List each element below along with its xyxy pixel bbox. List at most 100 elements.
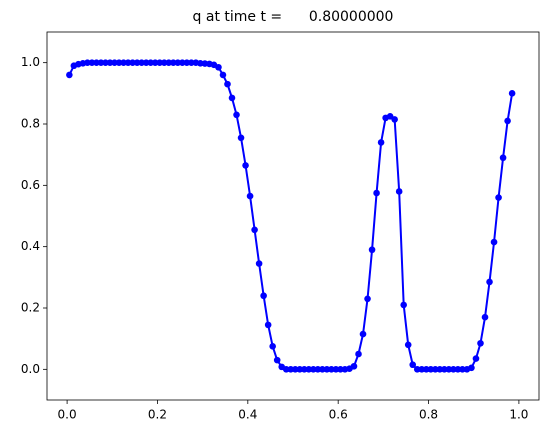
data-point bbox=[129, 59, 136, 66]
data-point bbox=[269, 343, 276, 350]
data-point bbox=[432, 366, 439, 373]
data-point bbox=[350, 362, 358, 370]
data-point bbox=[264, 321, 272, 329]
data-point bbox=[441, 366, 448, 373]
data-point bbox=[183, 59, 191, 66]
data-point bbox=[179, 59, 186, 66]
data-point bbox=[359, 330, 367, 338]
data-point bbox=[147, 59, 154, 66]
data-point bbox=[490, 238, 498, 246]
data-point bbox=[156, 59, 164, 66]
data-point bbox=[260, 292, 267, 300]
data-point bbox=[219, 71, 227, 79]
y-tick-label: 0.0 bbox=[21, 362, 40, 376]
data-point bbox=[368, 246, 376, 254]
data-point bbox=[427, 366, 435, 373]
data-point bbox=[88, 59, 96, 66]
x-tick-label: 0.8 bbox=[419, 408, 438, 422]
data-point bbox=[436, 366, 444, 373]
data-point bbox=[251, 226, 258, 234]
y-tick-label: 0.8 bbox=[21, 117, 40, 131]
data-point bbox=[319, 366, 326, 373]
data-point bbox=[337, 366, 344, 373]
x-tick-label: 0.4 bbox=[238, 408, 257, 422]
data-point bbox=[133, 59, 141, 66]
data-point bbox=[102, 59, 109, 66]
y-tick-label: 0.6 bbox=[21, 178, 40, 192]
data-point bbox=[233, 111, 240, 119]
data-point bbox=[364, 295, 371, 303]
data-point bbox=[287, 366, 295, 373]
data-point bbox=[508, 90, 516, 97]
data-point bbox=[409, 361, 417, 369]
data-point bbox=[400, 301, 407, 309]
x-tick-label: 0.2 bbox=[148, 408, 167, 422]
data-point bbox=[142, 59, 150, 66]
data-point bbox=[291, 366, 299, 373]
data-point bbox=[215, 63, 222, 71]
data-point bbox=[468, 364, 475, 372]
data-point bbox=[228, 94, 236, 102]
data-point bbox=[391, 116, 398, 123]
data-point bbox=[454, 366, 462, 373]
data-point bbox=[255, 260, 263, 267]
data-point bbox=[422, 366, 430, 373]
data-point bbox=[310, 366, 317, 373]
data-point bbox=[504, 117, 511, 125]
data-point bbox=[404, 341, 412, 349]
data-point bbox=[323, 366, 331, 373]
data-point bbox=[242, 162, 249, 169]
data-point bbox=[332, 366, 340, 373]
chart-title: q at time t = 0.80000000 bbox=[193, 9, 394, 25]
data-point bbox=[459, 366, 466, 373]
data-point bbox=[296, 366, 304, 373]
data-point bbox=[97, 59, 105, 66]
data-point bbox=[160, 59, 168, 66]
data-point bbox=[237, 134, 245, 142]
data-point bbox=[151, 59, 159, 66]
y-tick-label: 0.2 bbox=[21, 301, 40, 315]
data-point bbox=[395, 188, 403, 195]
data-line bbox=[68, 61, 514, 371]
plot-frame bbox=[46, 31, 540, 401]
data-point bbox=[413, 366, 421, 373]
data-point bbox=[373, 189, 380, 197]
data-point bbox=[124, 59, 132, 66]
data-point bbox=[305, 366, 313, 373]
data-point bbox=[174, 59, 182, 66]
data-point bbox=[499, 154, 507, 162]
data-point bbox=[120, 59, 127, 66]
x-tick-label: 0.0 bbox=[58, 408, 77, 422]
data-point bbox=[377, 139, 385, 146]
data-point bbox=[106, 59, 114, 66]
data-point bbox=[188, 59, 195, 66]
data-point bbox=[481, 313, 489, 321]
data-point bbox=[445, 366, 453, 373]
data-point bbox=[273, 356, 281, 364]
data-point bbox=[450, 366, 457, 373]
data-point bbox=[418, 366, 426, 373]
data-point bbox=[84, 59, 91, 66]
data-point bbox=[138, 59, 145, 66]
data-point bbox=[246, 192, 254, 200]
x-tick-label: 0.6 bbox=[329, 408, 348, 422]
data-point bbox=[66, 71, 73, 79]
y-tick-label: 1.0 bbox=[21, 55, 40, 69]
x-tick-label: 1.0 bbox=[509, 408, 528, 422]
data-point bbox=[314, 366, 322, 373]
data-point bbox=[477, 339, 484, 347]
data-point bbox=[169, 59, 177, 66]
data-point bbox=[300, 366, 308, 373]
data-point bbox=[495, 194, 502, 201]
data-point bbox=[328, 366, 335, 373]
data-point bbox=[472, 355, 480, 362]
data-point bbox=[486, 278, 493, 286]
data-point bbox=[93, 59, 100, 66]
data-point bbox=[224, 80, 231, 88]
data-point bbox=[355, 350, 362, 358]
data-point bbox=[165, 59, 173, 66]
data-point bbox=[111, 59, 118, 66]
y-tick-label: 0.4 bbox=[21, 239, 40, 253]
data-point bbox=[282, 366, 290, 373]
